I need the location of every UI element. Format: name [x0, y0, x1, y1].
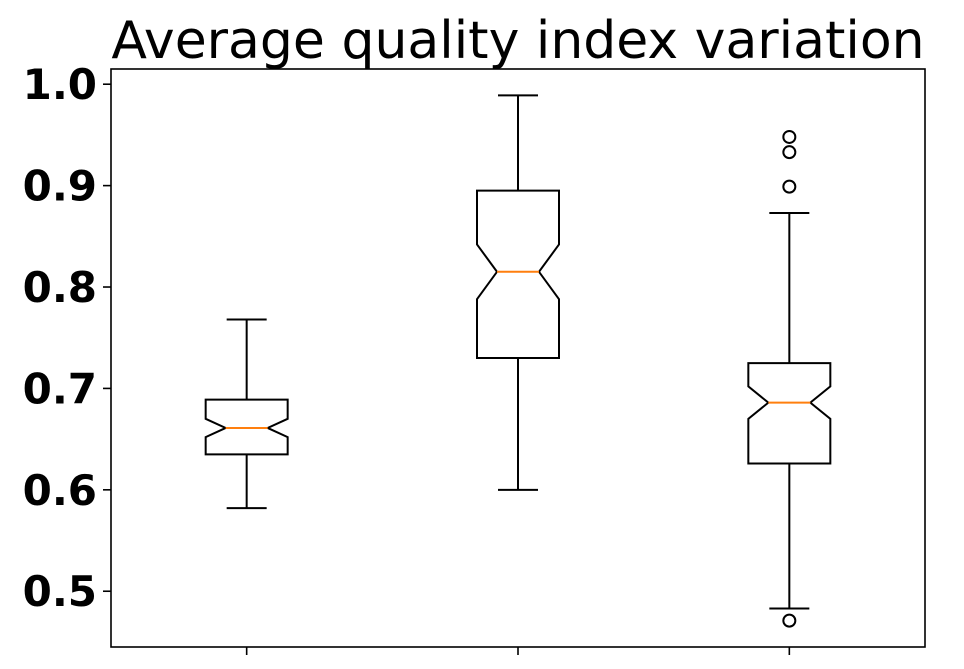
boxes-layer [204, 94, 832, 628]
y-tick-label: 0.6 [23, 466, 97, 515]
outlier-point [782, 613, 797, 628]
y-axis: 0.5 0.6 0.7 0.8 0.9 1.0 [23, 60, 111, 616]
box-body [476, 189, 560, 359]
x-axis [245, 647, 791, 655]
chart-title: Average quality index variation [111, 11, 924, 71]
box-1 [204, 318, 289, 510]
box-3 [747, 129, 832, 628]
y-tick-label: 0.9 [23, 162, 97, 211]
y-tick-label: 1.0 [23, 60, 97, 109]
outlier-point [782, 179, 797, 194]
box-body [747, 362, 832, 465]
y-tick-label: 0.8 [23, 263, 97, 312]
box-body [204, 398, 289, 456]
y-tick-label: 0.5 [23, 567, 97, 616]
box-2 [476, 94, 560, 491]
outlier-point [782, 145, 797, 160]
y-tick-label: 0.7 [23, 364, 97, 413]
outlier-point [782, 129, 797, 144]
